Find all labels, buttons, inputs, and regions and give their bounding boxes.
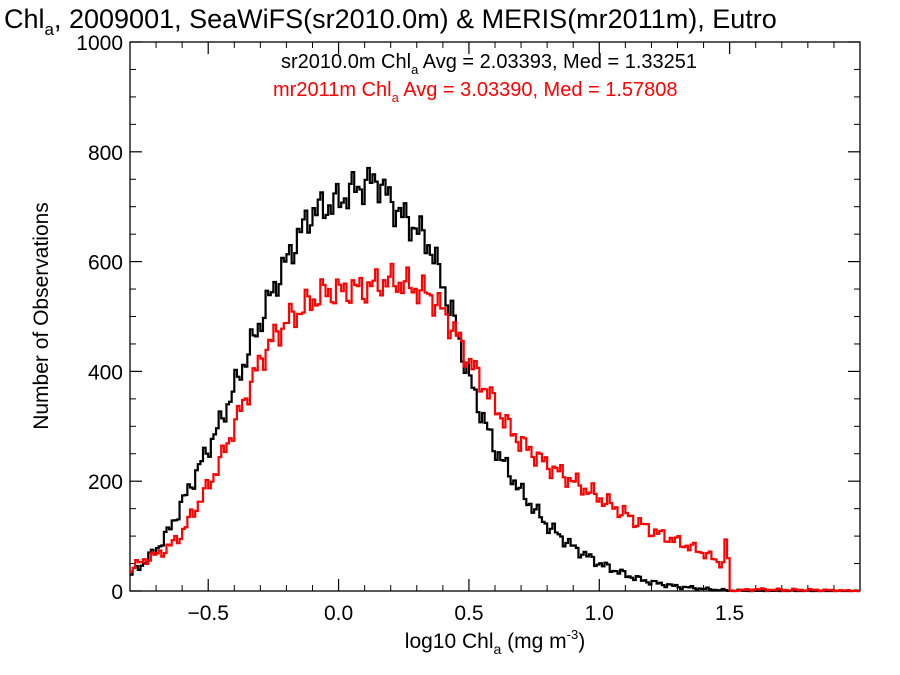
plot-frame (129, 41, 861, 592)
chart-title: Chla, 2009001, SeaWiFS(sr2010.0m) & MERI… (4, 4, 777, 39)
y-tick-label: 400 (88, 361, 123, 384)
x-tick-label: 0.5 (454, 602, 483, 625)
series-sr2010-line (130, 166, 860, 593)
annotation-sr2010: sr2010.0m Chla Avg = 2.03393, Med = 1.33… (281, 51, 697, 77)
y-tick-label: 0 (111, 581, 123, 604)
series-mr2011-line (130, 262, 860, 593)
x-tick-label: 1.0 (585, 602, 614, 625)
y-tick-label: 600 (88, 252, 123, 275)
y-tick-label: 800 (88, 142, 123, 165)
x-tick-label: 0.0 (324, 602, 353, 625)
y-tick-label: 1000 (76, 32, 123, 55)
x-axis-label: log10 Chla (mg m-3) (405, 627, 585, 657)
y-tick-label: 200 (88, 471, 123, 494)
annotation-mr2011: mr2011m Chla Avg = 3.03390, Med = 1.5780… (273, 79, 678, 105)
y-axis-label: Number of Observations (30, 202, 53, 430)
x-tick-label: −0.5 (187, 602, 228, 625)
x-tick-label: 1.5 (715, 602, 744, 625)
